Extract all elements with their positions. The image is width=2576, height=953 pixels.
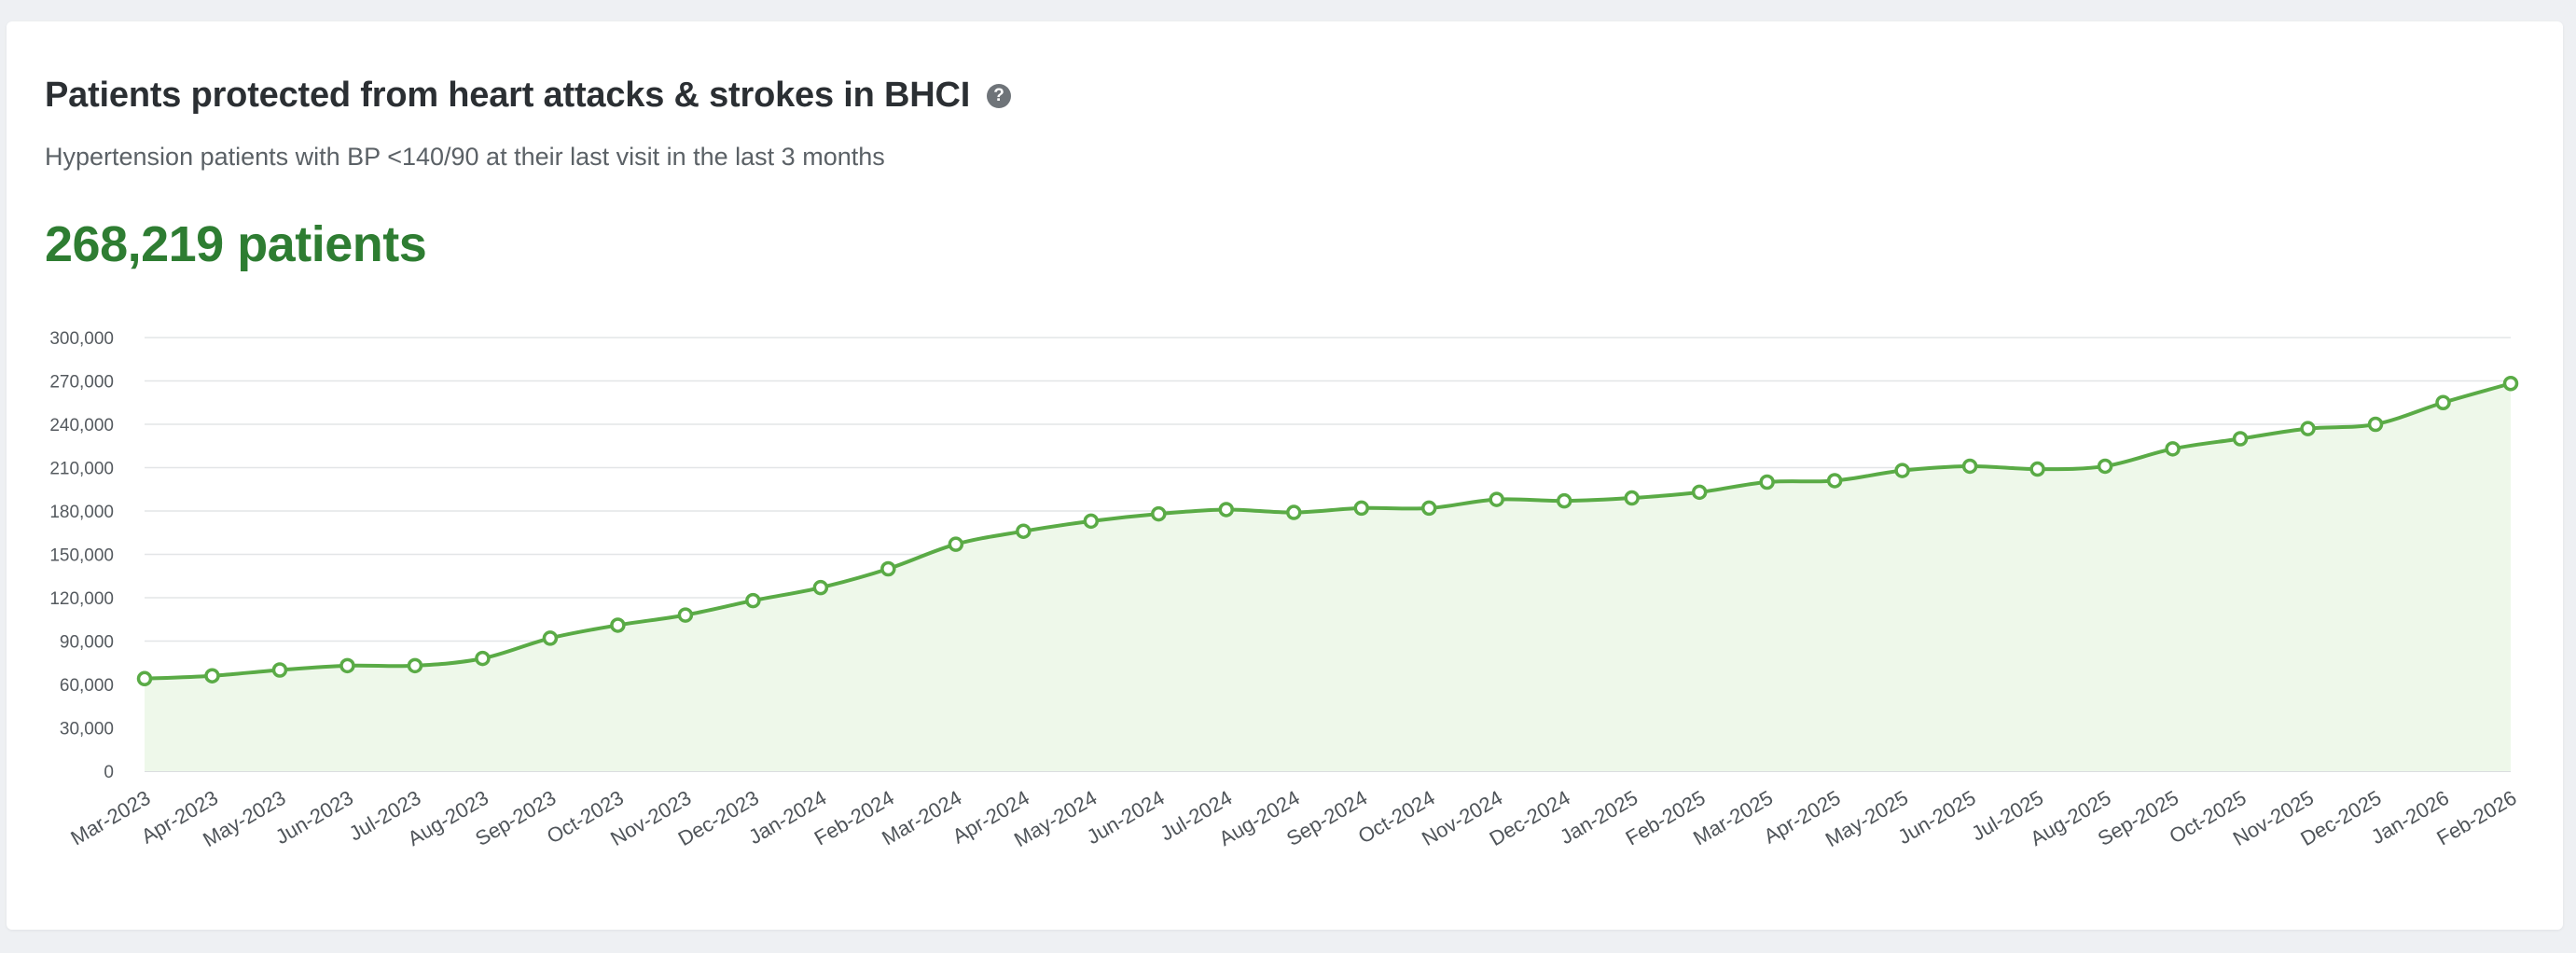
- x-tick-label: Jun-2025: [1894, 786, 1980, 849]
- area-fill: [145, 383, 2511, 771]
- y-tick-label: 60,000: [60, 676, 114, 696]
- data-point[interactable]: [1151, 505, 1167, 522]
- data-point[interactable]: [1961, 458, 1978, 475]
- y-tick-label: 120,000: [49, 589, 114, 609]
- data-point[interactable]: [2029, 461, 2045, 477]
- data-point[interactable]: [136, 670, 153, 687]
- data-point[interactable]: [2165, 441, 2181, 457]
- data-point[interactable]: [1759, 474, 1775, 490]
- data-point[interactable]: [2097, 458, 2113, 475]
- data-point[interactable]: [812, 579, 829, 596]
- y-tick-label: 0: [104, 763, 114, 782]
- data-point[interactable]: [204, 668, 220, 684]
- data-point[interactable]: [1556, 492, 1572, 509]
- y-tick-label: 30,000: [60, 720, 114, 739]
- data-point[interactable]: [339, 657, 355, 674]
- y-tick-label: 210,000: [49, 460, 114, 479]
- data-point[interactable]: [1894, 463, 1910, 478]
- data-point[interactable]: [948, 536, 964, 552]
- card-subtitle: Hypertension patients with BP <140/90 at…: [45, 143, 885, 171]
- data-point[interactable]: [475, 650, 491, 667]
- x-axis-ticks: Mar-2023Apr-2023May-2023Jun-2023Jul-2023…: [66, 786, 2520, 852]
- data-point[interactable]: [1624, 490, 1640, 506]
- data-point[interactable]: [1083, 513, 1100, 530]
- data-points: [136, 376, 2519, 687]
- title-row: Patients protected from heart attacks & …: [45, 76, 1012, 116]
- data-point[interactable]: [1489, 491, 1504, 507]
- data-point[interactable]: [2300, 421, 2316, 436]
- metric-value: 268,219 patients: [45, 216, 427, 272]
- data-point[interactable]: [1353, 500, 1369, 517]
- data-point[interactable]: [542, 630, 559, 646]
- data-point[interactable]: [2232, 431, 2249, 447]
- data-point[interactable]: [271, 662, 288, 678]
- data-point[interactable]: [2502, 376, 2519, 392]
- data-point[interactable]: [407, 657, 423, 674]
- y-tick-label: 240,000: [49, 416, 114, 435]
- data-point[interactable]: [1286, 504, 1302, 520]
- data-point[interactable]: [745, 592, 761, 609]
- data-point[interactable]: [610, 617, 626, 633]
- y-tick-label: 90,000: [60, 633, 114, 653]
- data-point[interactable]: [1218, 502, 1235, 518]
- card-title: Patients protected from heart attacks & …: [45, 76, 971, 115]
- x-tick-label: Mar-2023: [66, 786, 154, 850]
- data-point[interactable]: [1420, 500, 1437, 517]
- y-tick-label: 180,000: [49, 503, 114, 522]
- y-tick-label: 270,000: [49, 373, 114, 393]
- data-point[interactable]: [1691, 484, 1708, 501]
- x-tick-label: Jun-2024: [1083, 786, 1169, 849]
- data-point[interactable]: [2367, 416, 2384, 433]
- data-point[interactable]: [1826, 473, 1843, 489]
- data-point[interactable]: [2435, 394, 2451, 410]
- data-point[interactable]: [677, 607, 694, 623]
- y-tick-label: 300,000: [49, 329, 114, 349]
- x-tick-label: Jun-2023: [271, 786, 357, 849]
- data-point[interactable]: [880, 560, 896, 577]
- question-circle-icon[interactable]: ?: [987, 83, 1012, 108]
- y-tick-label: 150,000: [49, 546, 114, 566]
- y-axis-ticks: 0 30,000 60,000 90,000 120,000 150,000 180,000…: [49, 329, 114, 782]
- data-point[interactable]: [1016, 523, 1032, 539]
